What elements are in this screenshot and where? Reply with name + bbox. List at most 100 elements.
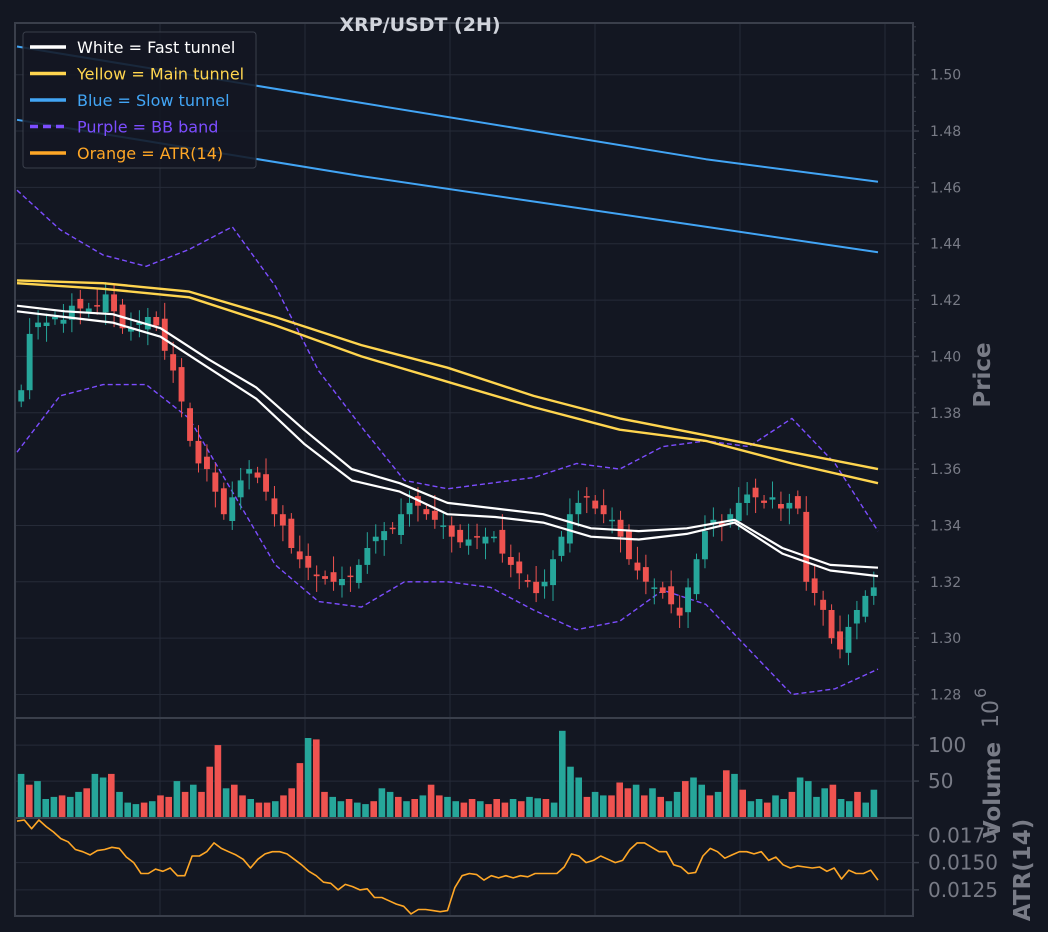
candle-body (642, 567, 649, 582)
volume-bar (690, 777, 697, 817)
volume-bar (444, 796, 451, 817)
price-tick-label: 1.48 (930, 124, 961, 140)
candle-body (516, 561, 523, 574)
volume-bar (575, 777, 582, 817)
volume-bar (362, 804, 369, 817)
volume-bar (124, 802, 131, 817)
volume-bar (714, 791, 722, 817)
volume-bar (198, 791, 205, 817)
volume-bar (518, 801, 525, 817)
volume-bar (501, 802, 509, 817)
candle-body (263, 474, 269, 492)
volume-bar (772, 795, 779, 817)
candle-body (676, 607, 683, 616)
volume-bar (165, 796, 172, 817)
volume-bar (17, 773, 25, 817)
price-panel (16, 45, 879, 696)
candle-body (499, 529, 506, 554)
volume-panel (17, 730, 878, 817)
candle-body (440, 525, 447, 527)
volume-bar (214, 745, 222, 817)
volume-bar (657, 796, 664, 817)
volume-bar (181, 791, 189, 817)
candle-body (491, 536, 497, 539)
candle-body (685, 587, 691, 613)
candle-body (279, 514, 286, 526)
candle-body (347, 575, 354, 578)
candle-body (35, 322, 41, 328)
volume-axis-label: Volume (980, 742, 1006, 838)
candle-body (178, 367, 185, 402)
candle-body (161, 318, 168, 351)
volume-bar (534, 798, 541, 817)
volume-bar (313, 739, 320, 817)
volume-bar (116, 791, 123, 817)
volume-bar (509, 799, 517, 817)
candle-body (246, 469, 253, 474)
volume-bar (247, 799, 254, 817)
volume-bar (239, 795, 246, 817)
candle-body (305, 555, 312, 568)
volume-bar (255, 802, 263, 817)
atr-tick-label: 0.0175 (928, 823, 998, 847)
candle-body (204, 456, 210, 470)
price-tick-label: 1.34 (930, 518, 961, 534)
price-tick-label: 1.44 (930, 237, 961, 253)
candle-body (43, 322, 50, 326)
volume-bar (665, 801, 673, 817)
candle-body (212, 472, 219, 492)
price-tick-label: 1.50 (930, 68, 961, 84)
bb-upper-line (16, 189, 879, 532)
candle-body (609, 519, 615, 522)
candle-body (778, 504, 784, 509)
volume-bar (608, 795, 615, 817)
volume-bar (542, 799, 550, 817)
volume-bar (739, 789, 746, 817)
volume-bar (411, 799, 418, 817)
main-tunnel-upper-line (16, 279, 879, 471)
volume-bar (206, 766, 213, 817)
volume-bar (403, 801, 410, 817)
volume-bar (337, 801, 345, 817)
volume-bar (296, 763, 304, 817)
fast-tunnel-upper-line (16, 304, 879, 569)
atr-panel (16, 819, 879, 915)
candle-body (820, 599, 827, 610)
candle-body (794, 496, 801, 509)
legend: White = Fast tunnel Yellow = Main tunnel B… (22, 31, 257, 169)
candle-body (853, 610, 860, 624)
volume-bar (649, 788, 656, 817)
candle-body (651, 587, 658, 589)
volume-bar (329, 796, 336, 817)
candle-body (845, 626, 852, 653)
candle-body (26, 333, 33, 391)
volume-bar (485, 804, 492, 817)
candle-body (355, 564, 362, 583)
price-tick-label: 1.46 (930, 180, 961, 196)
volume-bar (42, 799, 49, 817)
candle-body (668, 586, 675, 605)
price-tick-label: 1.28 (930, 687, 961, 703)
price-axis-label: Price (970, 342, 996, 407)
candle-body (170, 354, 177, 371)
volume-bar (632, 784, 640, 817)
candle-body (702, 531, 708, 560)
candle-body (322, 576, 328, 579)
volume-bar (493, 799, 500, 817)
chart-title: XRP/USDT (2H) (339, 14, 500, 36)
volume-bar (624, 788, 632, 817)
candle-body (52, 317, 58, 320)
candle-body (423, 509, 430, 515)
candle-body (220, 488, 227, 515)
candle-body (102, 294, 109, 313)
volume-bar (378, 788, 386, 817)
atr-axis-ticks: 0.0125 0.0150 0.0175 (913, 823, 998, 902)
volume-tick-label: 50 (928, 769, 953, 793)
legend-box (22, 31, 257, 169)
volume-bar (796, 777, 804, 817)
volume-bar (723, 770, 730, 817)
candle-body (761, 500, 767, 503)
candle-body (583, 496, 590, 498)
volume-bar (559, 730, 566, 817)
volume-bar (263, 802, 271, 817)
